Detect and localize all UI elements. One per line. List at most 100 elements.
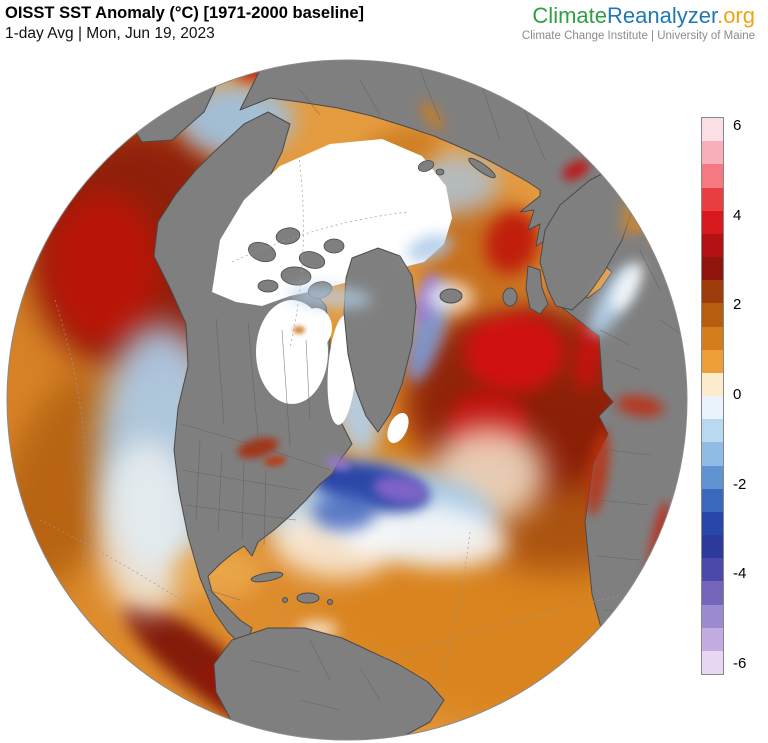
archipelago-island [298, 251, 326, 269]
island-cuba [250, 571, 284, 583]
colorbar-segment [702, 187, 723, 211]
colorbar-segment [702, 303, 723, 327]
land-layer [127, 60, 687, 740]
border-line [263, 469, 267, 546]
border-line [639, 249, 661, 291]
anomaly-neatl-red1 [464, 312, 564, 392]
border-line [309, 639, 331, 681]
colorbar-segment [702, 372, 723, 397]
anomaly-africa-coast-red [586, 428, 610, 516]
border-line [599, 499, 649, 506]
anomaly-ice-fringe-blue-1 [406, 234, 454, 262]
graticule-line [384, 595, 619, 659]
island-ireland [502, 287, 518, 307]
island-svalbard-2 [435, 168, 445, 176]
colorbar-segment [702, 419, 723, 443]
colorbar-segment [702, 511, 723, 536]
colorbar-segment [702, 349, 723, 373]
archipelago-island [275, 227, 301, 245]
anomaly-stlawrence-purple [325, 456, 351, 470]
border-line [599, 329, 631, 346]
colorbar-segment [702, 233, 723, 258]
colorbar-segment [702, 465, 723, 489]
logo-climate-text: Climate [532, 3, 607, 28]
graticule-line [437, 531, 471, 693]
anomaly-hudson-orange-dot [293, 326, 305, 334]
anomaly-ice-fringe-blue-2 [288, 285, 372, 309]
colorbar-segment [702, 442, 723, 466]
anomaly-scotian-blue [312, 493, 376, 531]
border-line [207, 589, 241, 601]
site-logo-tagline: Climate Change Institute | University of… [521, 30, 755, 42]
archipelago-island [257, 279, 279, 293]
anomaly-bothnia-white [611, 262, 643, 312]
island-great-britain [525, 265, 549, 315]
anomaly-pac-red-core [48, 192, 160, 344]
border-line [614, 359, 641, 371]
colorbar-segment [702, 326, 723, 350]
colorbar-segment [702, 535, 723, 559]
anomaly-rim-red-2 [143, 60, 201, 94]
border-line [359, 667, 381, 701]
island-novaya-zemlya [468, 157, 496, 179]
anomaly-whitesea-red [562, 159, 590, 181]
logo-org-text: .org [717, 3, 755, 28]
colorbar-segment [702, 488, 723, 512]
colorbar-segment [702, 210, 723, 234]
border-line [181, 469, 301, 491]
archipelago-island [323, 238, 345, 254]
logo-reanalyzer-text: Reanalyzer [607, 3, 718, 28]
border-line [215, 317, 225, 425]
colorbar [701, 117, 724, 675]
border-line [359, 79, 381, 116]
colorbar-segment [702, 627, 723, 651]
archipelago-island [248, 241, 276, 263]
colorbar-segment [702, 118, 723, 142]
anomaly-ob-orange [420, 100, 444, 132]
border-line [185, 504, 297, 521]
border-line [305, 339, 311, 421]
border-line [419, 69, 441, 121]
island-jamaica [282, 597, 288, 603]
landmass-south-america [213, 627, 445, 740]
colorbar-segment [702, 604, 723, 628]
border-line [217, 451, 223, 533]
site-logo[interactable]: ClimateReanalyzer.org Climate Change Ins… [522, 3, 755, 42]
border-line [249, 659, 301, 673]
header: OISST SST Anomaly (°C) [1971-2000 baseli… [5, 3, 364, 45]
colorbar-segment [702, 581, 723, 605]
border-line [609, 449, 651, 456]
graticule-line [54, 299, 88, 571]
colorbar-segment [702, 164, 723, 188]
border-line [247, 321, 259, 437]
border-line [299, 699, 341, 711]
foxe-basin-ice [300, 308, 332, 348]
site-logo-wordmark[interactable]: ClimateReanalyzer.org [522, 3, 755, 29]
archipelago-island [280, 266, 312, 286]
border-line [479, 79, 501, 141]
island-iceland [439, 288, 463, 304]
border-line [299, 89, 321, 116]
anomaly-norway-coast-red [485, 210, 539, 274]
anomaly-westcoast-white [98, 440, 194, 616]
landmass-scandinavia [539, 159, 637, 311]
globe-rim [6, 59, 688, 741]
colorbar-segment [702, 141, 723, 165]
colorbar-segment [702, 396, 723, 420]
border-line [281, 329, 291, 447]
graticule-layer [39, 149, 619, 693]
anomaly-greatlakes-red [237, 437, 279, 459]
page-title: OISST SST Anomaly (°C) [1971-2000 baseli… [5, 4, 365, 22]
anomaly-gs-purple [373, 476, 427, 504]
anomaly-med-red [616, 395, 664, 417]
anomaly-onega-orange [647, 237, 661, 247]
island-svalbard [417, 160, 435, 172]
page-subtitle: 1-day Avg | Mon, Jun 19, 2023 [5, 25, 215, 43]
island-puerto-rico [327, 599, 333, 605]
border-line [241, 461, 245, 541]
border-line [595, 555, 641, 561]
graticule-line [39, 519, 201, 613]
colorbar-segment [702, 650, 723, 675]
